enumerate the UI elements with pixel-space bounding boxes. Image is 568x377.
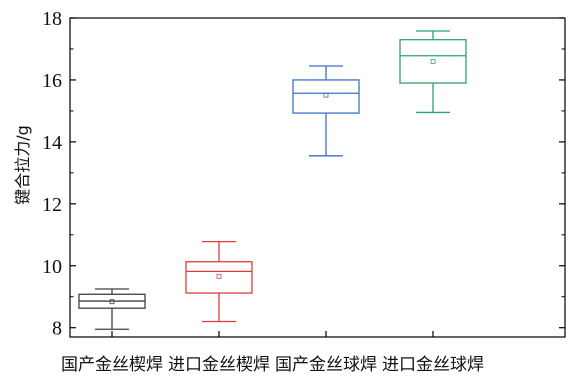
- x-category-label: 进口金丝球焊: [382, 355, 484, 375]
- y-tick-label: 16: [42, 70, 62, 92]
- box-3: [292, 65, 360, 157]
- x-axis: 国产金丝楔焊 进口金丝楔焊 国产金丝球焊 进口金丝球焊: [61, 331, 484, 375]
- y-axis: 8 10 12 14 16 18: [42, 8, 565, 340]
- x-category-label: 国产金丝楔焊: [61, 355, 163, 375]
- y-axis-title: 键合拉力/g: [13, 125, 32, 205]
- box-series-group: [78, 30, 467, 330]
- box-1: [78, 288, 146, 330]
- y-tick-label: 12: [42, 194, 62, 216]
- y-tick-label: 10: [42, 256, 62, 278]
- mean-marker: [109, 299, 115, 305]
- y-tick-label: 8: [52, 318, 62, 340]
- x-category-label: 国产金丝球焊: [275, 355, 377, 375]
- iqr-box: [399, 39, 467, 84]
- x-category-label: 进口金丝楔焊: [168, 355, 270, 375]
- box-2: [185, 240, 253, 323]
- mean-marker: [216, 273, 222, 279]
- box-4: [399, 30, 467, 114]
- mean-marker: [323, 92, 329, 98]
- iqr-box: [185, 261, 253, 294]
- mean-marker: [430, 58, 436, 64]
- y-tick-label: 14: [42, 132, 62, 154]
- plot-frame: [69, 17, 566, 338]
- plot-border: [69, 17, 566, 338]
- y-tick-label: 18: [42, 8, 62, 30]
- iqr-box: [292, 79, 360, 114]
